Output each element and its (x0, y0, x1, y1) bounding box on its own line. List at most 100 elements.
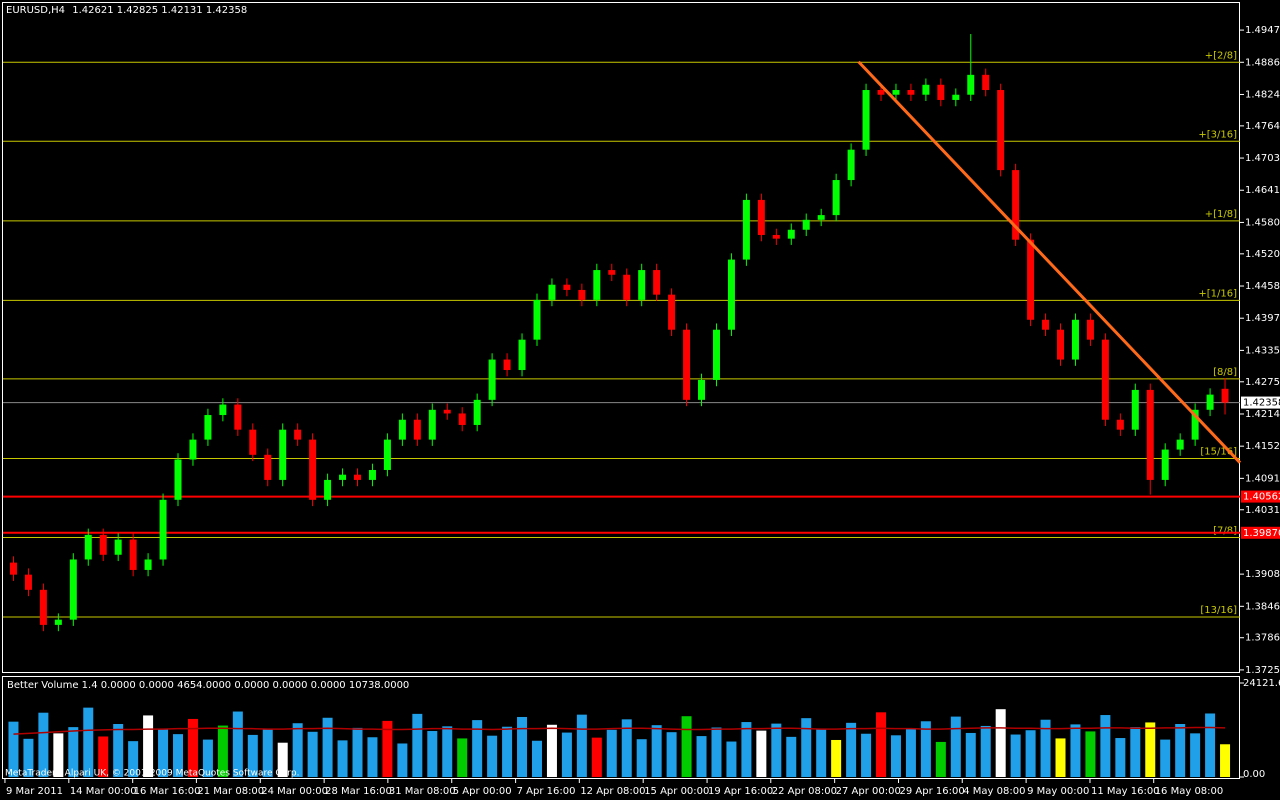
copyright: MetaTrader - Alpari UK, © 2001-2009 Meta… (5, 769, 299, 779)
y-tick-label: 1.40910 (1245, 473, 1280, 484)
y-tick-label: 1.46415 (1245, 185, 1280, 196)
y-tick-label: 1.49475 (1245, 25, 1280, 36)
volume-bar (217, 725, 228, 777)
candle-body (1221, 388, 1229, 403)
y-tick-label: 1.43970 (1245, 313, 1280, 324)
volume-bar (801, 718, 812, 777)
volume-bar (113, 724, 124, 777)
volume-bar (277, 742, 288, 777)
candle-body (219, 404, 227, 416)
candle-body (727, 259, 735, 330)
candle-body (802, 219, 810, 230)
volume-bar (158, 728, 169, 777)
candle-body (997, 90, 1005, 171)
y-tick-label: 1.37250 (1245, 665, 1280, 676)
volume-bar (247, 734, 258, 777)
candle-body (189, 439, 197, 460)
candle-body (533, 299, 541, 340)
candle-body (129, 539, 137, 570)
candle-body (1057, 329, 1065, 360)
candle-body (1071, 319, 1079, 360)
chart-header: EURUSD,H4 1.42621 1.42825 1.42131 1.4235… (6, 5, 247, 16)
volume-bar (876, 712, 887, 777)
volume-bar (1160, 739, 1171, 777)
volume-bar (831, 739, 842, 777)
main-panel: 1.49475 1.48860 1.48245 1.47645 1.47030 1.464… (3, 25, 1280, 676)
bid-label: 1.42358 (1243, 398, 1280, 409)
volume-bar (1190, 733, 1201, 777)
volume-bar (352, 727, 363, 777)
murrey-label: [15/16] (1200, 446, 1237, 457)
volume-bar (1100, 715, 1111, 777)
volume-bar (202, 739, 213, 777)
x-tick-label: 14 Mar 00:00 (70, 786, 137, 797)
y-tick-label: 1.40310 (1245, 505, 1280, 516)
x-tick-label: 31 Mar 08:00 (389, 786, 456, 797)
x-tick-label: 11 May 16:00 (1091, 786, 1160, 797)
y-tick-label: 1.38465 (1245, 601, 1280, 612)
volume-bar (756, 730, 767, 777)
y-tick-label: 1.43355 (1245, 345, 1280, 356)
volume-bar (651, 725, 662, 777)
volume-bar (232, 711, 243, 777)
volume-bar (681, 716, 692, 777)
volume-bar (950, 716, 961, 777)
candle-body (234, 404, 242, 430)
candle-body (473, 399, 481, 425)
volume-bar (965, 732, 976, 777)
candle-body (383, 439, 391, 470)
y-tick-label: 1.48245 (1245, 89, 1280, 100)
murrey-label: +[3/16] (1198, 129, 1237, 140)
candle-body (249, 429, 257, 455)
candle-body (279, 429, 287, 480)
candle-body (264, 454, 272, 480)
x-tick-label: 22 Apr 08:00 (772, 786, 837, 797)
volume-bar (561, 732, 572, 777)
volume-bar (143, 715, 154, 777)
volume-bar (1010, 734, 1021, 777)
candle-body (488, 359, 496, 400)
candle-body (1206, 394, 1214, 410)
volume-bar (935, 741, 946, 777)
candle-body (982, 74, 990, 91)
candle-body (309, 439, 317, 500)
y-tick-label: 1.42140 (1245, 409, 1280, 420)
x-tick-label: 9 May 00:00 (1027, 786, 1089, 797)
candle-body (159, 499, 167, 560)
x-tick-label: 16 Mar 16:00 (134, 786, 201, 797)
volume-bar (531, 740, 542, 777)
y-tick-label: 1.39080 (1245, 569, 1280, 580)
candle-body (563, 284, 571, 290)
volume-bar (1070, 724, 1081, 777)
volume-bar (38, 712, 49, 777)
candle-body (9, 562, 17, 575)
candle-body (428, 409, 436, 440)
header-high: 1.42825 (117, 5, 158, 16)
candle-body (1146, 389, 1154, 480)
volume-bar (1115, 738, 1126, 777)
y-tick-label: 1.41525 (1245, 441, 1280, 452)
volume-bar (8, 721, 19, 777)
candle-body (787, 229, 795, 239)
murrey-label: +[2/8] (1205, 50, 1237, 61)
volume-bar (1145, 722, 1156, 777)
volume-bar (696, 736, 707, 777)
volume-bar (292, 723, 303, 777)
volume-bar (1085, 731, 1096, 777)
volume-bar (786, 736, 797, 777)
candle-body (413, 419, 421, 440)
candle-body (1101, 339, 1109, 420)
murrey-label: +[1/16] (1198, 288, 1237, 299)
candle-body (54, 619, 62, 625)
candle-body (503, 359, 511, 371)
candle-body (817, 215, 825, 220)
volume-bar (621, 719, 632, 777)
murrey-label: [7/8] (1213, 525, 1237, 536)
candle-body (1086, 319, 1094, 340)
candle-body (368, 469, 376, 480)
murrey-label: +[1/8] (1205, 209, 1237, 220)
candle-body (967, 74, 975, 95)
volume-bar (846, 722, 857, 777)
